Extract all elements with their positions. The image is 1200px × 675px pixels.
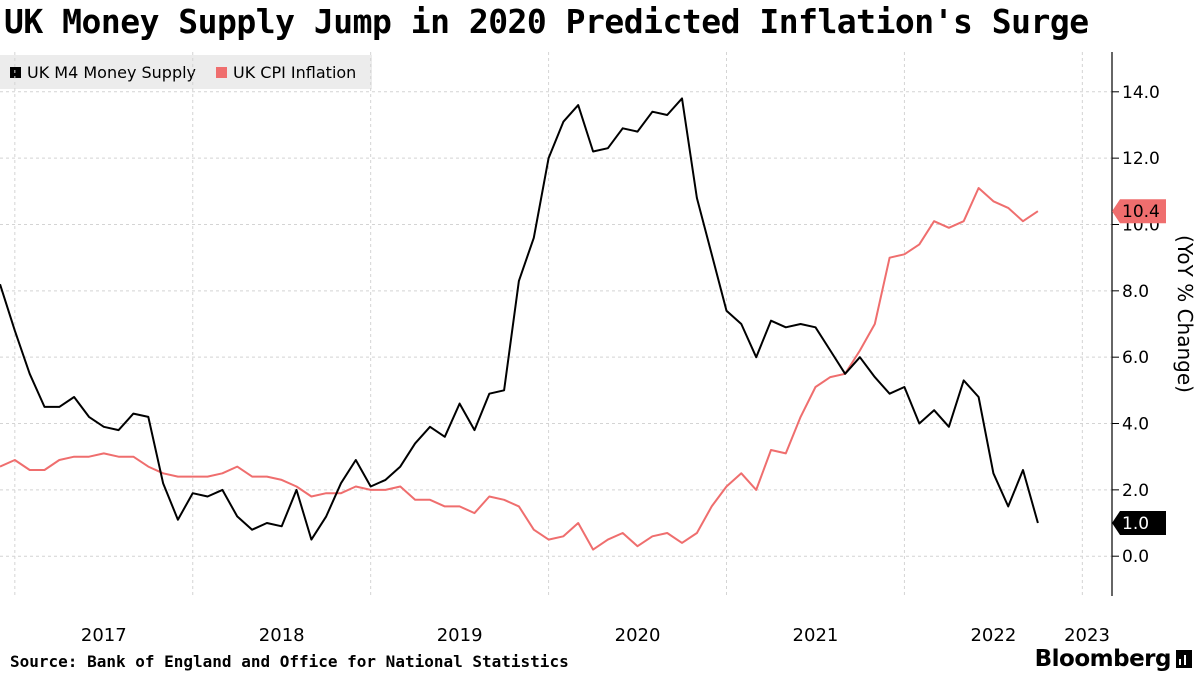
y-tick-label: 0.0 [1122,547,1149,567]
series-line-cpi-inflation [0,187,1039,551]
legend: UK M4 Money Supply UK CPI Inflation [0,55,372,89]
legend-label-cpi: UK CPI Inflation [233,62,357,82]
last-value-flag-cpi [1112,199,1166,224]
legend-swatch-cpi [216,66,228,78]
y-axis-title: (YoY % Change) [1173,235,1197,393]
y-tick-label: 12.0 [1122,149,1160,169]
legend-swatch-m4 [10,66,21,78]
x-tick-label: 2023 [1064,625,1110,646]
last-value-label-cpi: 10.4 [1122,202,1160,222]
last-value-flag-m4 [1112,511,1166,536]
y-tick-label: 6.0 [1122,348,1149,368]
x-tick-label: 2021 [793,625,839,646]
legend-item-cpi: UK CPI Inflation [216,63,356,82]
series-line-m4-money-supply [0,97,1039,541]
x-tick-label: 2022 [970,625,1016,646]
y-tick-label: 4.0 [1122,415,1149,435]
x-tick-label: 2018 [259,625,305,646]
chart-title: UK Money Supply Jump in 2020 Predicted I… [4,2,1089,41]
last-value-label-m4: 1.0 [1122,514,1149,534]
x-tick-label: 2020 [615,625,661,646]
y-tick-label: 8.0 [1122,282,1149,302]
x-tick-label: 2017 [81,625,127,646]
legend-item-m4: UK M4 Money Supply [10,63,196,82]
y-tick-label: 2.0 [1122,481,1149,501]
bloomberg-chart-icon [1176,650,1192,668]
source-note: Source: Bank of England and Office for N… [10,652,569,671]
legend-label-m4: UK M4 Money Supply [27,62,197,82]
y-tick-label: 14.0 [1122,83,1160,103]
brand-name: Bloomberg [1034,646,1172,672]
bloomberg-logo: Bloomberg [1035,646,1192,672]
x-tick-label: 2019 [437,625,483,646]
